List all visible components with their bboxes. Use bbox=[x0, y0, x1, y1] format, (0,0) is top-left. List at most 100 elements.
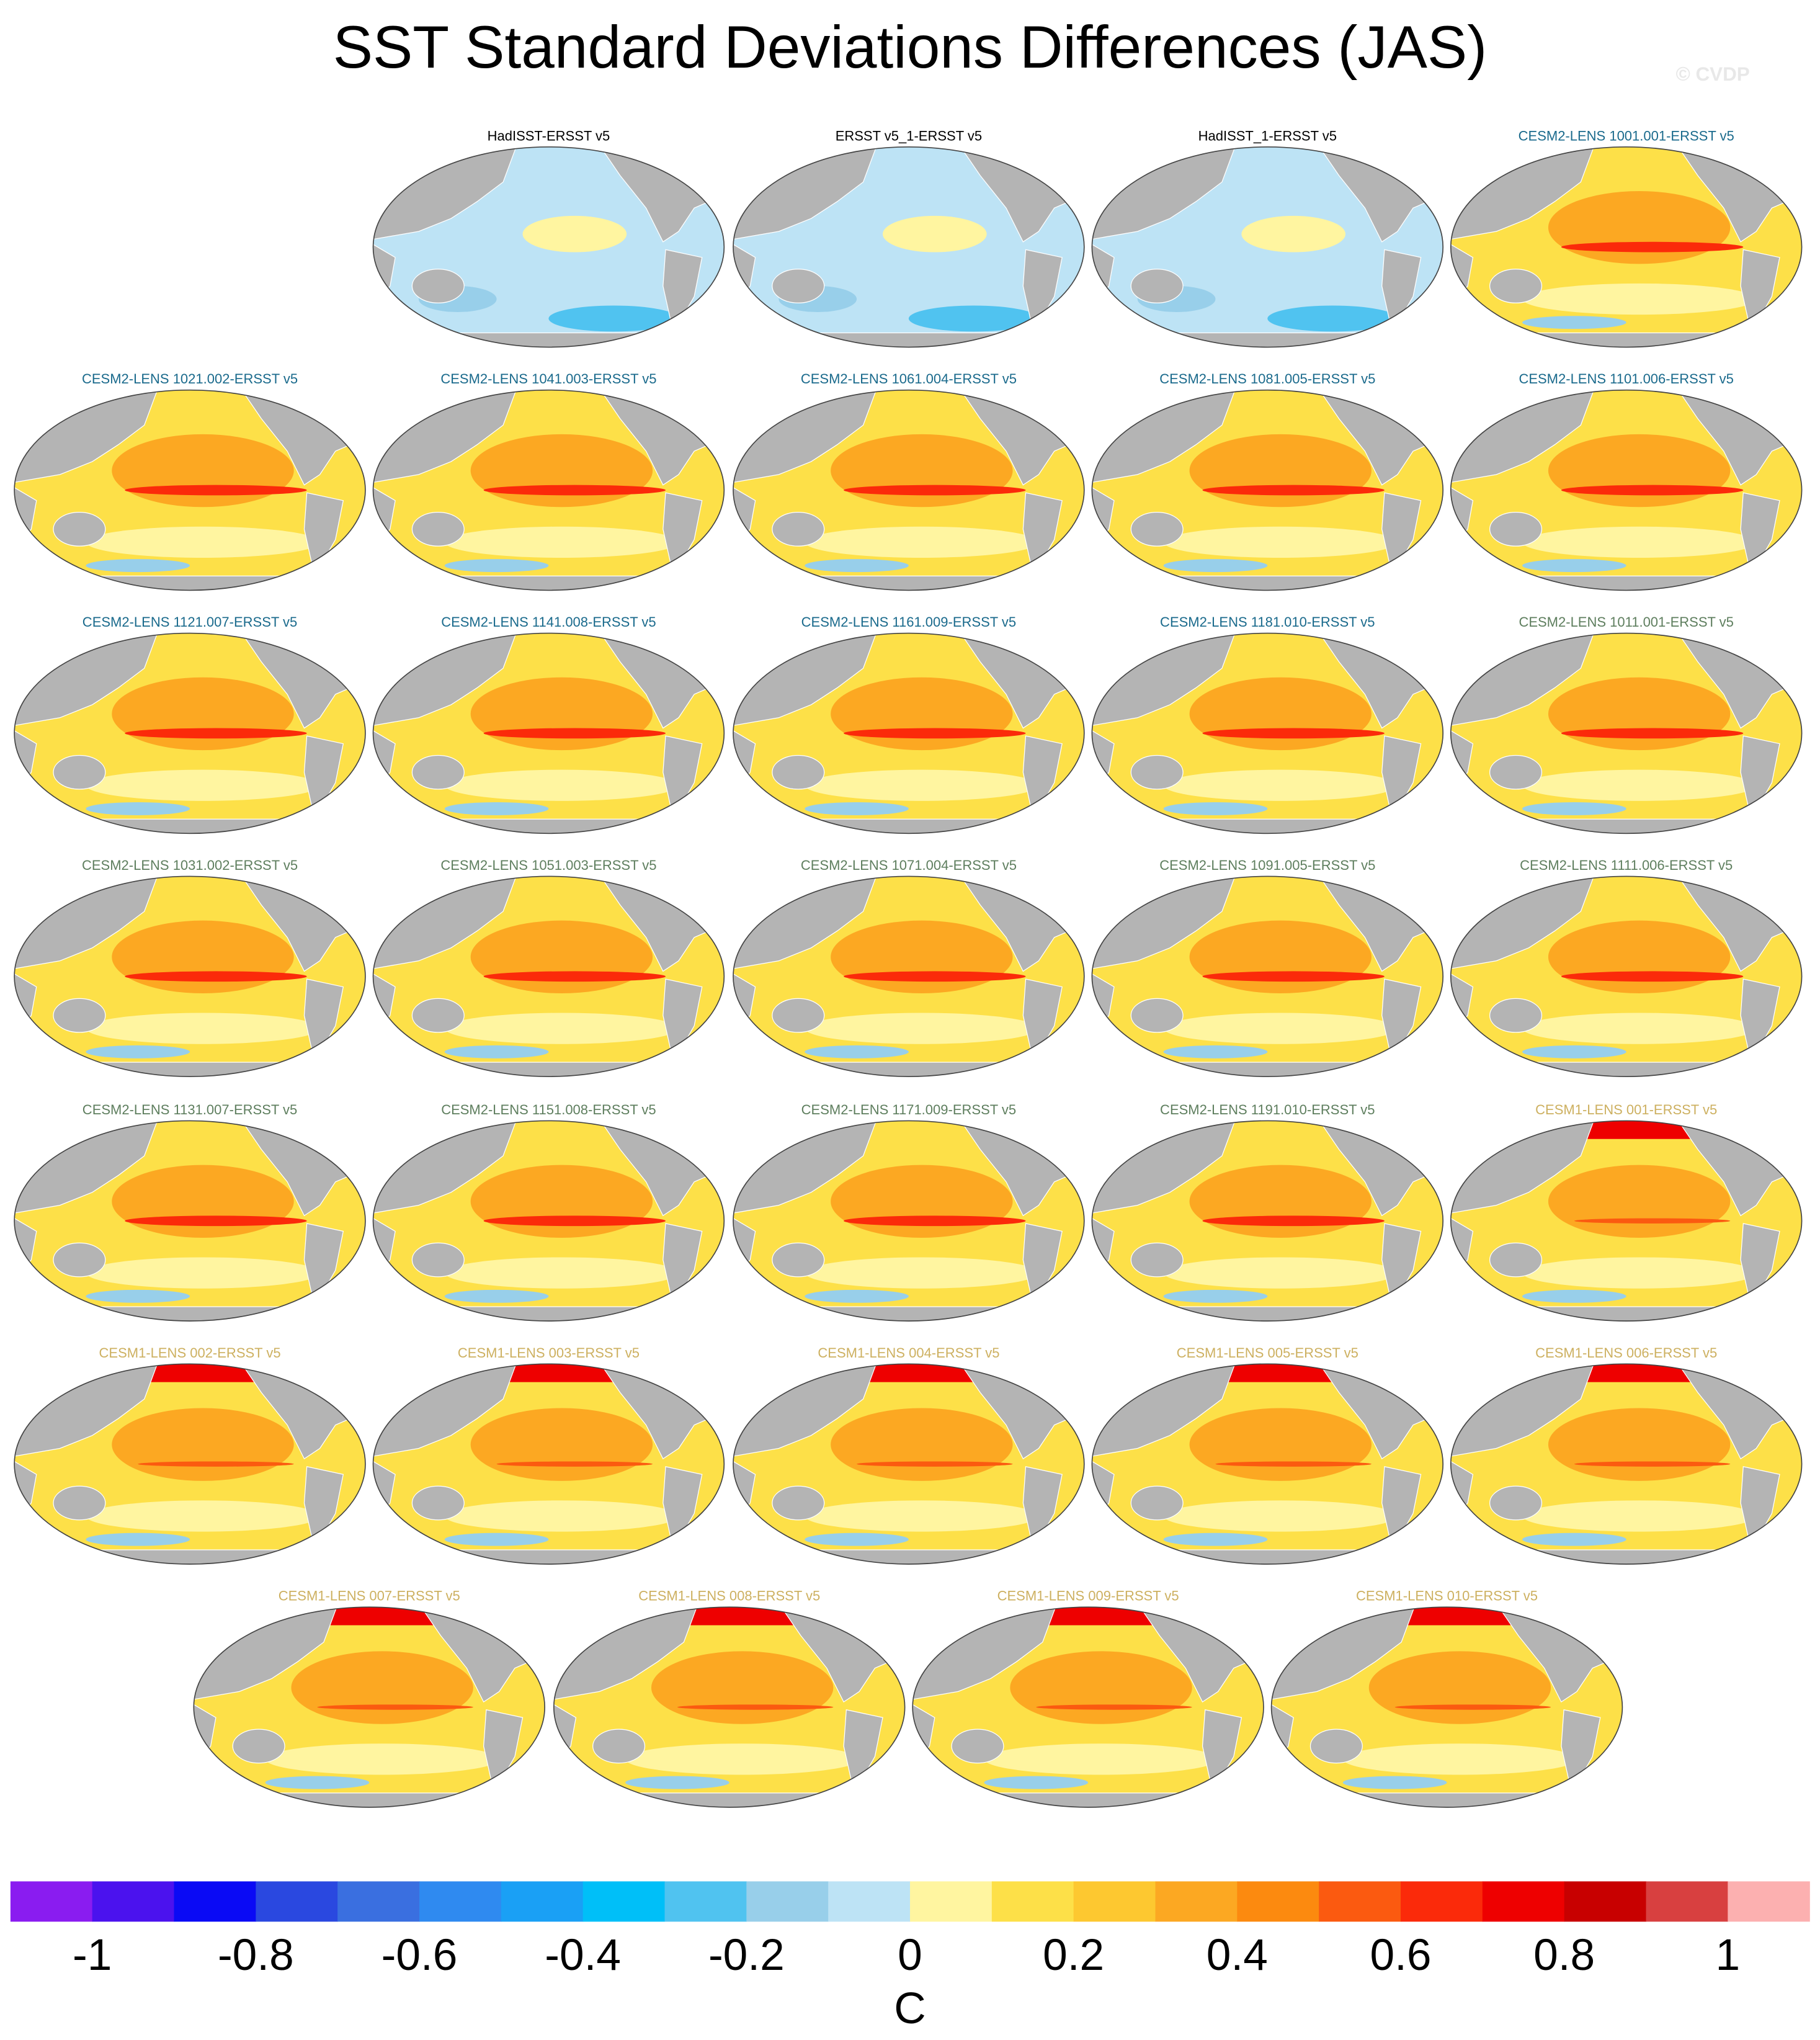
map-border bbox=[14, 875, 366, 1077]
colorbar-tick-label: 0.8 bbox=[1533, 1930, 1595, 1980]
panel-title: CESM2-LENS 1151.008-ERSST v5 bbox=[441, 1102, 656, 1117]
color-box bbox=[1564, 1881, 1647, 1922]
panel-title: CESM2-LENS 1081.005-ERSST v5 bbox=[1159, 371, 1375, 387]
anomaly-patch bbox=[112, 677, 294, 751]
anomaly-patch bbox=[1522, 1532, 1626, 1546]
land bbox=[14, 876, 365, 1077]
land bbox=[1092, 1121, 1443, 1322]
anomaly-patch bbox=[470, 677, 653, 751]
anomaly-patch bbox=[86, 1532, 190, 1546]
panel-title: CESM2-LENS 1121.007-ERSST v5 bbox=[83, 614, 297, 630]
anomaly-patch bbox=[1522, 769, 1757, 801]
color-box bbox=[337, 1881, 420, 1922]
color-box bbox=[1319, 1881, 1401, 1922]
australia bbox=[1130, 754, 1184, 790]
panel-title: HadISST_1-ERSST v5 bbox=[1198, 128, 1337, 143]
anomaly-patch bbox=[444, 1045, 549, 1058]
color-box bbox=[664, 1881, 747, 1922]
anomaly-patch bbox=[1561, 971, 1744, 982]
panel-title: CESM2-LENS 1161.009-ERSST v5 bbox=[801, 614, 1016, 630]
map-panel: CESM2-LENS 1091.005-ERSST v5 bbox=[1091, 857, 1444, 1077]
australia bbox=[772, 512, 825, 547]
anomaly-patch bbox=[86, 769, 320, 801]
color-box bbox=[1155, 1881, 1238, 1922]
anomaly-patch bbox=[1163, 1532, 1268, 1546]
map bbox=[373, 633, 725, 834]
panel-title: CESM1-LENS 009-ERSST v5 bbox=[997, 1588, 1179, 1604]
map-panel: CESM2-LENS 1161.009-ERSST v5 bbox=[733, 614, 1085, 834]
australia bbox=[1489, 1242, 1543, 1277]
land bbox=[373, 1364, 725, 1565]
map-panel: CESM2-LENS 1101.006-ERSST v5 bbox=[1450, 371, 1803, 591]
color-box bbox=[910, 1881, 993, 1922]
map-panel: CESM1-LENS 007-ERSST v5 bbox=[193, 1588, 545, 1808]
anomaly-patch bbox=[1163, 1257, 1398, 1289]
anomaly-patch bbox=[444, 1532, 549, 1546]
anomaly-patch bbox=[1202, 1215, 1385, 1227]
map bbox=[733, 876, 1084, 1077]
australia bbox=[951, 1729, 1004, 1764]
map-panel: CESM2-LENS 1081.005-ERSST v5 bbox=[1091, 371, 1444, 591]
panel-title: CESM1-LENS 001-ERSST v5 bbox=[1535, 1102, 1717, 1117]
map-panel: CESM2-LENS 1151.008-ERSST v5 bbox=[372, 1102, 725, 1322]
panel-title: CESM1-LENS 007-ERSST v5 bbox=[279, 1588, 460, 1604]
map bbox=[1271, 1607, 1623, 1807]
panel-title: CESM2-LENS 1041.003-ERSST v5 bbox=[440, 371, 656, 387]
land bbox=[373, 1121, 725, 1322]
map-panel: HadISST-ERSST v5 bbox=[372, 128, 725, 348]
australia bbox=[772, 998, 825, 1033]
anomaly-patch bbox=[1548, 191, 1731, 264]
map-panel: CESM1-LENS 008-ERSST v5 bbox=[553, 1588, 906, 1808]
anomaly-patch bbox=[1574, 1218, 1731, 1224]
map-panel: CESM1-LENS 003-ERSST v5 bbox=[372, 1345, 725, 1565]
land bbox=[1450, 1364, 1802, 1565]
anomaly-patch bbox=[1574, 1461, 1731, 1467]
anomaly-patch bbox=[1189, 677, 1372, 751]
map bbox=[373, 876, 725, 1077]
map-panel: CESM1-LENS 001-ERSST v5 bbox=[1450, 1102, 1803, 1322]
map-border bbox=[553, 1606, 906, 1808]
panel-title: CESM1-LENS 006-ERSST v5 bbox=[1535, 1345, 1717, 1361]
anomaly-patch bbox=[1522, 283, 1757, 315]
anomaly-patch bbox=[1163, 559, 1268, 573]
anomaly-patch bbox=[86, 1013, 320, 1044]
australia bbox=[772, 1485, 825, 1521]
map bbox=[1092, 1121, 1443, 1322]
anomaly-patch bbox=[1548, 1408, 1731, 1481]
land bbox=[14, 1121, 365, 1322]
watermark: © CVDP bbox=[1676, 63, 1750, 85]
map-border bbox=[733, 875, 1085, 1077]
anomaly-patch bbox=[805, 769, 1039, 801]
anomaly-patch bbox=[651, 1651, 834, 1724]
anomaly-patch bbox=[1163, 769, 1398, 801]
anomaly-patch bbox=[444, 802, 549, 815]
anomaly-patch bbox=[1561, 241, 1744, 253]
map bbox=[14, 1121, 365, 1322]
anomaly-patch bbox=[805, 1289, 909, 1303]
panel-title: CESM2-LENS 1191.010-ERSST v5 bbox=[1160, 1102, 1375, 1117]
anomaly-patch bbox=[857, 1461, 1013, 1467]
anomaly-patch bbox=[1163, 1289, 1268, 1303]
anomaly-patch bbox=[805, 1013, 1039, 1044]
australia bbox=[411, 512, 465, 547]
anomaly-patch bbox=[805, 1532, 909, 1546]
anomaly-patch bbox=[805, 559, 909, 573]
australia bbox=[411, 1242, 465, 1277]
map-border bbox=[1450, 1120, 1803, 1322]
map bbox=[373, 146, 725, 347]
anomaly-patch bbox=[1163, 802, 1268, 815]
anomaly-patch bbox=[1522, 526, 1757, 558]
land bbox=[373, 146, 725, 347]
map bbox=[733, 1364, 1084, 1565]
map-border bbox=[14, 1363, 366, 1565]
australia bbox=[232, 1729, 285, 1764]
land bbox=[1271, 1607, 1623, 1807]
land bbox=[733, 390, 1084, 591]
panel-title: CESM1-LENS 002-ERSST v5 bbox=[99, 1345, 281, 1361]
anomaly-patch bbox=[125, 485, 307, 496]
panel-title: CESM2-LENS 1021.002-ERSST v5 bbox=[82, 371, 298, 387]
anomaly-patch bbox=[1215, 1461, 1372, 1467]
map bbox=[373, 1364, 725, 1565]
anomaly-patch bbox=[844, 485, 1026, 496]
